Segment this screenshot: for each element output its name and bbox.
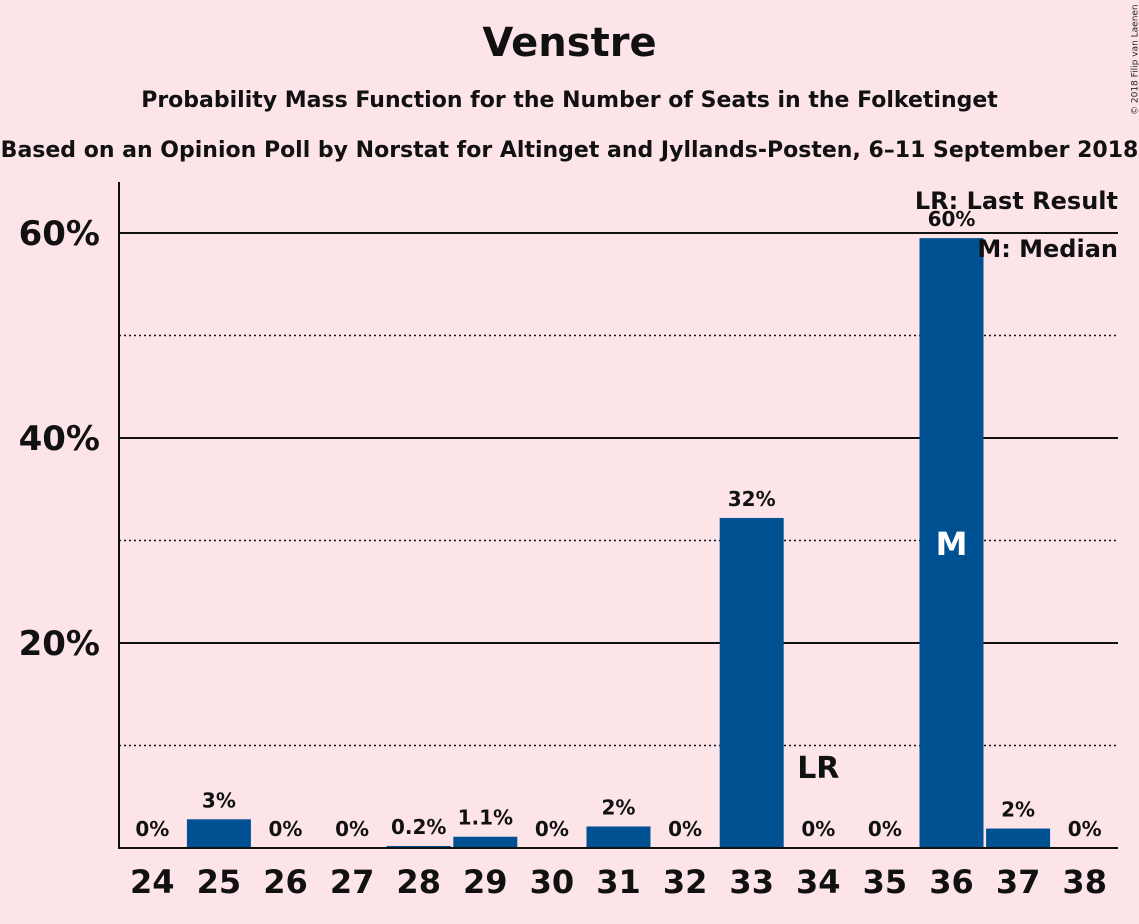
data-label: 0% <box>1068 817 1102 841</box>
x-tick-label: 24 <box>130 863 175 901</box>
bar <box>919 238 984 848</box>
x-tick-label: 26 <box>263 863 308 901</box>
bar <box>719 517 784 848</box>
legend-last-result: LR: Last Result <box>915 187 1118 215</box>
data-label: 2% <box>602 795 636 819</box>
chart-subtitle: Probability Mass Function for the Number… <box>141 88 998 113</box>
data-label: 0% <box>868 817 902 841</box>
data-label: 0% <box>335 817 369 841</box>
legend-median: M: Median <box>977 235 1118 263</box>
chart-title: Venstre <box>482 20 657 66</box>
data-label: 1.1% <box>458 806 513 830</box>
x-tick-label: 32 <box>663 863 708 901</box>
data-label: 0% <box>668 817 702 841</box>
y-tick-label: 20% <box>19 624 100 664</box>
x-tick-label: 37 <box>996 863 1041 901</box>
data-label: 2% <box>1001 798 1035 822</box>
x-tick-label: 27 <box>330 863 375 901</box>
x-tick-label: 30 <box>530 863 575 901</box>
y-tick-label: 40% <box>19 419 100 459</box>
x-tick-label: 28 <box>396 863 441 901</box>
bar <box>186 819 251 848</box>
data-label: 0% <box>535 817 569 841</box>
bar <box>386 845 451 848</box>
data-label: 0% <box>801 817 835 841</box>
chart-source-note: Based on an Opinion Poll by Norstat for … <box>0 138 1139 163</box>
bar <box>586 826 651 848</box>
x-tick-label: 35 <box>863 863 908 901</box>
x-tick-label: 34 <box>796 863 841 901</box>
bar <box>986 828 1051 848</box>
x-tick-label: 38 <box>1062 863 1107 901</box>
data-label: 0.2% <box>391 815 446 839</box>
x-tick-label: 36 <box>929 863 974 901</box>
x-tick-label: 29 <box>463 863 508 901</box>
y-tick-label: 60% <box>19 214 100 254</box>
x-tick-label: 31 <box>596 863 641 901</box>
x-tick-label: 33 <box>729 863 774 901</box>
data-label: 0% <box>135 817 169 841</box>
data-label: 0% <box>269 817 303 841</box>
last-result-marker: LR <box>797 751 839 786</box>
data-label: 3% <box>202 788 236 812</box>
data-label: 60% <box>928 207 976 231</box>
median-marker: M <box>936 525 968 563</box>
x-tick-label: 25 <box>197 863 242 901</box>
data-label: 32% <box>728 487 776 511</box>
bar <box>453 836 518 848</box>
